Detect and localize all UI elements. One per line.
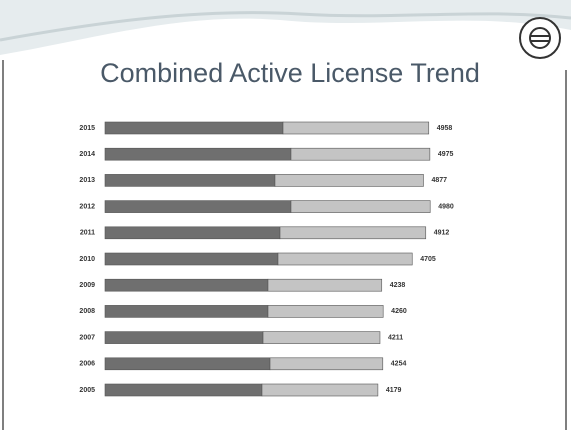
y-tick-label: 2008 — [79, 308, 95, 315]
header-swoosh-line — [0, 11, 571, 42]
bar-segment — [261, 383, 379, 397]
bar-segment — [104, 331, 264, 344]
bar-segment — [262, 331, 381, 344]
y-tick-label: 2014 — [79, 151, 95, 158]
total-label: 4975 — [438, 151, 454, 158]
bar-segment — [104, 121, 284, 135]
y-tick-label: 2011 — [80, 230, 95, 237]
bar-segment — [279, 226, 427, 240]
logo — [519, 17, 561, 59]
y-tick-label: 2010 — [79, 256, 95, 263]
total-label: 4912 — [434, 230, 450, 237]
total-label: 4877 — [431, 177, 447, 184]
bar-segment — [104, 305, 269, 318]
total-label: 4958 — [437, 125, 453, 132]
y-tick-label: 2009 — [79, 282, 95, 289]
bar-segment — [274, 174, 424, 187]
y-tick-label: 2005 — [79, 387, 95, 394]
bar-segment — [104, 226, 281, 240]
bar-segment — [104, 174, 276, 187]
y-tick-label: 2013 — [79, 177, 95, 184]
total-label: 4254 — [391, 361, 407, 368]
total-label: 4260 — [391, 308, 407, 315]
bar-segment — [282, 121, 430, 135]
y-tick-label: 2006 — [79, 361, 95, 368]
y-tick-label: 2012 — [79, 203, 95, 210]
bar-segment — [277, 252, 413, 266]
bar-segment — [104, 278, 269, 292]
bar-segment — [290, 147, 431, 161]
chart-title: Combined Active License Trend — [100, 58, 480, 88]
total-label: 4980 — [438, 203, 454, 210]
y-tick-label: 2007 — [79, 334, 95, 341]
bar-segment — [104, 383, 263, 397]
y-tick-label: 2015 — [79, 125, 95, 132]
bar-segment — [269, 357, 384, 371]
total-label: 4211 — [388, 334, 403, 341]
total-label: 4179 — [386, 387, 402, 394]
bar-segment — [104, 147, 292, 161]
total-label: 4705 — [420, 256, 436, 263]
bar-segment — [290, 200, 431, 213]
bar-segment — [267, 278, 383, 292]
bar-segment — [104, 200, 292, 213]
bar-segment — [267, 305, 384, 318]
total-label: 4238 — [390, 282, 406, 289]
bar-segment — [104, 357, 271, 371]
bar-segment — [104, 252, 279, 266]
